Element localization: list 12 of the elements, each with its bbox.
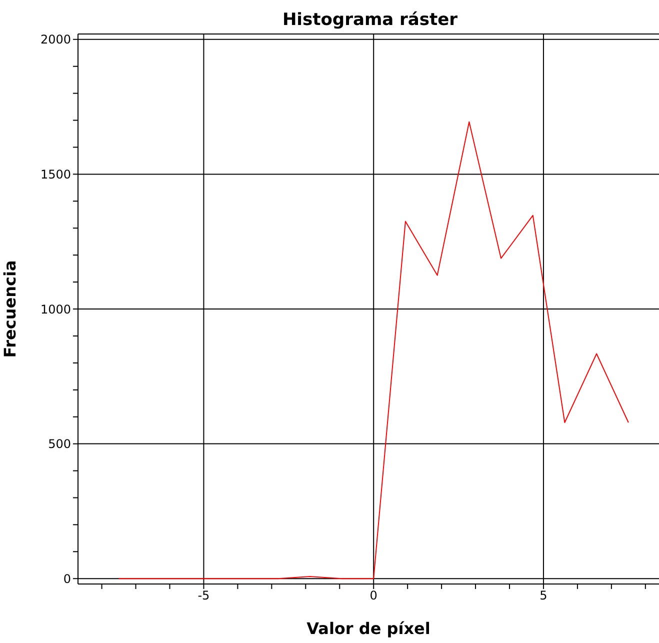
y-axis-title: Frecuencia [0,260,20,358]
chart-title: Histograma ráster [281,10,459,30]
y-tick-label: 500 [48,437,71,452]
y-tick-label: 1000 [40,302,71,316]
y-tick-label: 1500 [40,167,71,182]
x-tick-label: 5 [540,588,548,603]
y-tick-label: 0 [63,572,71,586]
line-series [118,121,629,580]
x-axis-title: Valor de píxel [306,619,430,638]
x-tick-label: -5 [198,588,210,603]
x-tick-label: 0 [370,588,378,603]
y-tick-label: 2000 [40,32,71,47]
